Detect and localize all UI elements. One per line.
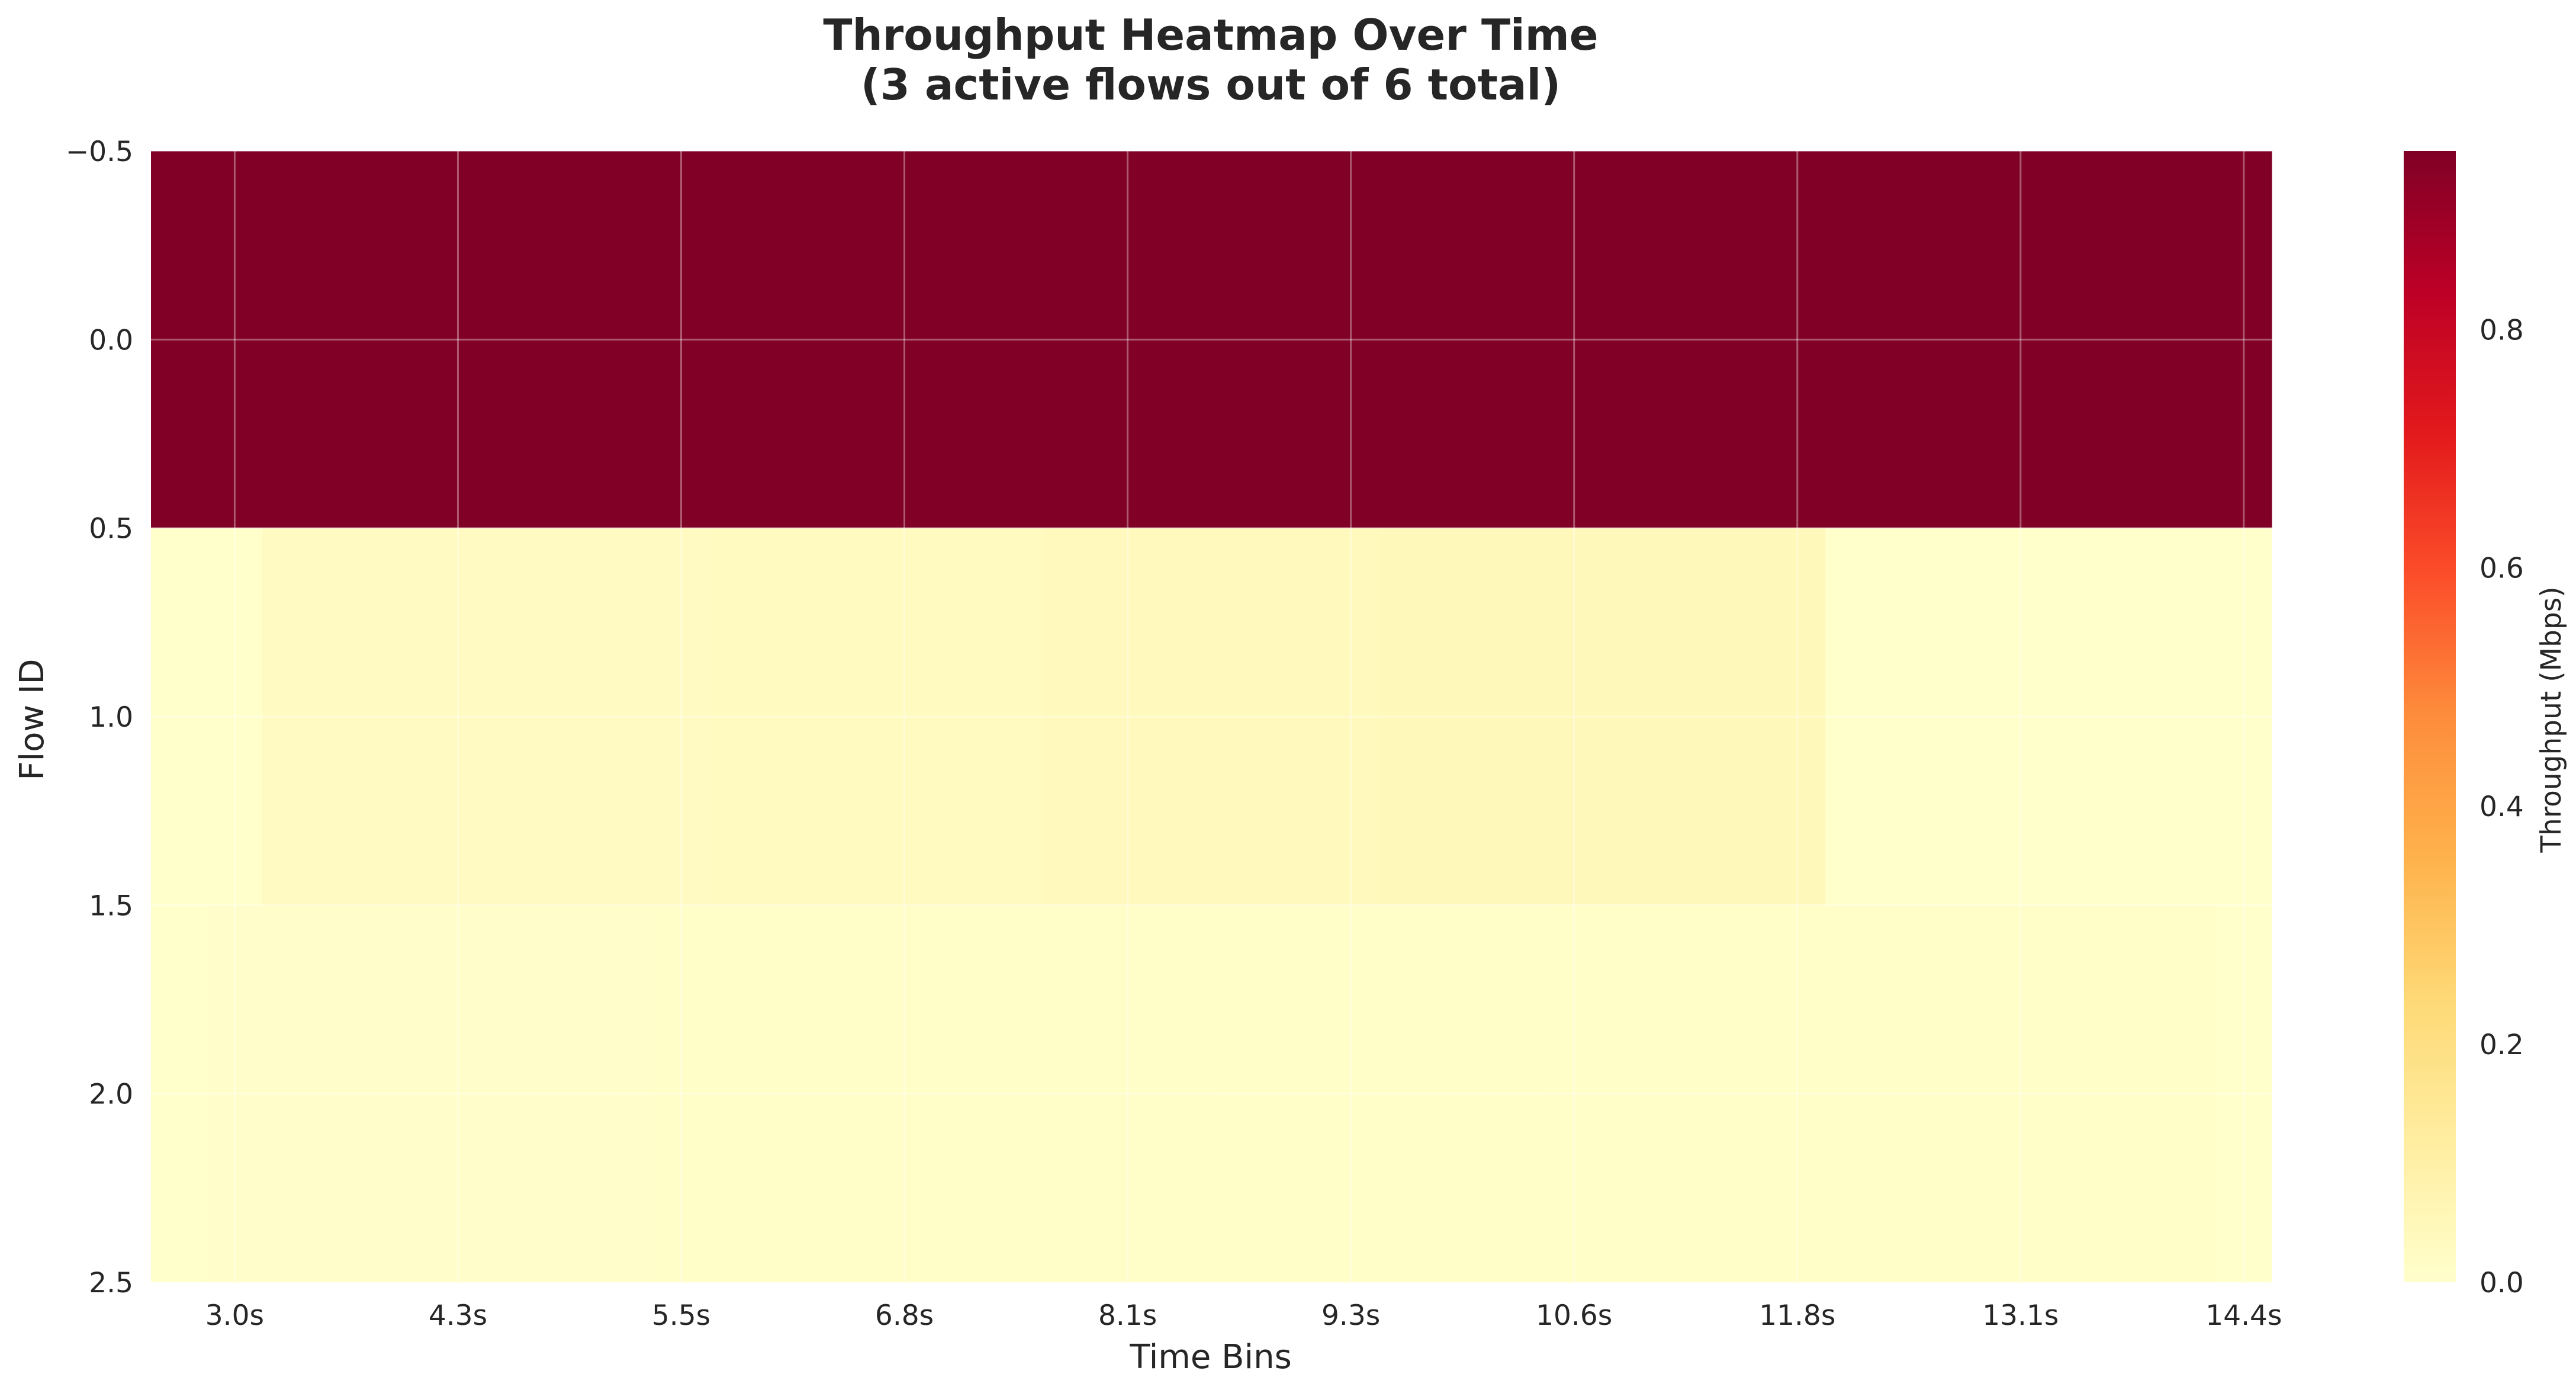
heatmap-cell-flow-2-seg-4 (1546, 905, 1882, 1283)
colorbar-tick-label-0: 0.0 (2479, 1267, 2524, 1299)
heatmap-cells (151, 151, 2272, 1283)
heatmap-cell-flow-2-seg-3 (1211, 905, 1547, 1283)
colorbar-gradient (2404, 151, 2456, 1282)
heatmap-cell-flow-2-seg-5 (1881, 905, 2217, 1283)
heatmap-cell-flow-2-seg-2 (653, 905, 1212, 1283)
y-tick-label-6: 2.5 (89, 1267, 133, 1299)
heatmap-cell-flow-1-seg-0 (151, 528, 263, 906)
colorbar-ticks: 0.0 0.2 0.4 0.6 0.8 (2479, 314, 2524, 1299)
x-tick-label-6: 10.6s (1536, 1299, 1612, 1332)
x-tick-label-2: 5.5s (652, 1299, 710, 1332)
x-tick-label-7: 11.8s (1759, 1299, 1835, 1332)
heatmap-cell-flow-2-seg-1 (207, 905, 654, 1283)
heatmap-cell-flow-1-seg-3 (1044, 528, 1379, 906)
x-tick-label-3: 6.8s (875, 1299, 934, 1332)
x-tick-labels: 3.0s 4.3s 5.5s 6.8s 8.1s 9.3s 10.6s 11.8s 13.1s 1… (205, 1299, 2282, 1332)
y-tick-label-0: −0.5 (66, 136, 133, 168)
x-tick-label-8: 13.1s (1982, 1299, 2059, 1332)
heatmap-cell-flow-2-seg-0 (151, 905, 207, 1283)
colorbar: 0.0 0.2 0.4 0.6 0.8 Throughput (Mbps) (2404, 151, 2568, 1299)
y-tick-label-3: 1.0 (89, 701, 133, 734)
colorbar-label: Throughput (Mbps) (2535, 586, 2568, 853)
x-tick-label-4: 8.1s (1098, 1299, 1157, 1332)
y-tick-label-5: 2.0 (89, 1078, 133, 1111)
colorbar-tick-label-4: 0.8 (2479, 314, 2524, 347)
heatmap-cell-flow-1-seg-1 (262, 528, 710, 906)
heatmap-cell-flow-1-seg-5 (1825, 528, 2272, 906)
heatmap-cell-flow-0-seg-0 (151, 151, 2272, 529)
x-tick-label-0: 3.0s (205, 1299, 264, 1332)
chart-title-line-1: Throughput Heatmap Over Time (823, 10, 1598, 60)
y-tick-label-2: 0.5 (89, 513, 133, 545)
x-axis-label: Time Bins (1129, 1338, 1292, 1376)
y-tick-label-4: 1.5 (89, 890, 133, 922)
y-tick-labels: −0.5 0.0 0.5 1.0 1.5 2.0 2.5 (66, 136, 133, 1299)
chart-title-line-2: (3 active flows out of 6 total) (861, 60, 1561, 110)
heatmap-cell-flow-1-seg-4 (1378, 528, 1826, 906)
colorbar-tick-label-3: 0.6 (2479, 553, 2524, 585)
x-tick-label-1: 4.3s (429, 1299, 487, 1332)
heatmap-cell-flow-2-seg-6 (2215, 905, 2272, 1283)
x-tick-label-9: 14.4s (2205, 1299, 2282, 1332)
colorbar-tick-label-2: 0.4 (2479, 791, 2524, 823)
y-tick-label-1: 0.0 (89, 324, 133, 357)
colorbar-tick-label-1: 0.2 (2479, 1029, 2524, 1061)
heatmap-cell-flow-1-seg-2 (709, 528, 1044, 906)
x-tick-label-5: 9.3s (1321, 1299, 1380, 1332)
grid-lines (151, 150, 2272, 1283)
y-axis-label: Flow ID (13, 659, 52, 780)
